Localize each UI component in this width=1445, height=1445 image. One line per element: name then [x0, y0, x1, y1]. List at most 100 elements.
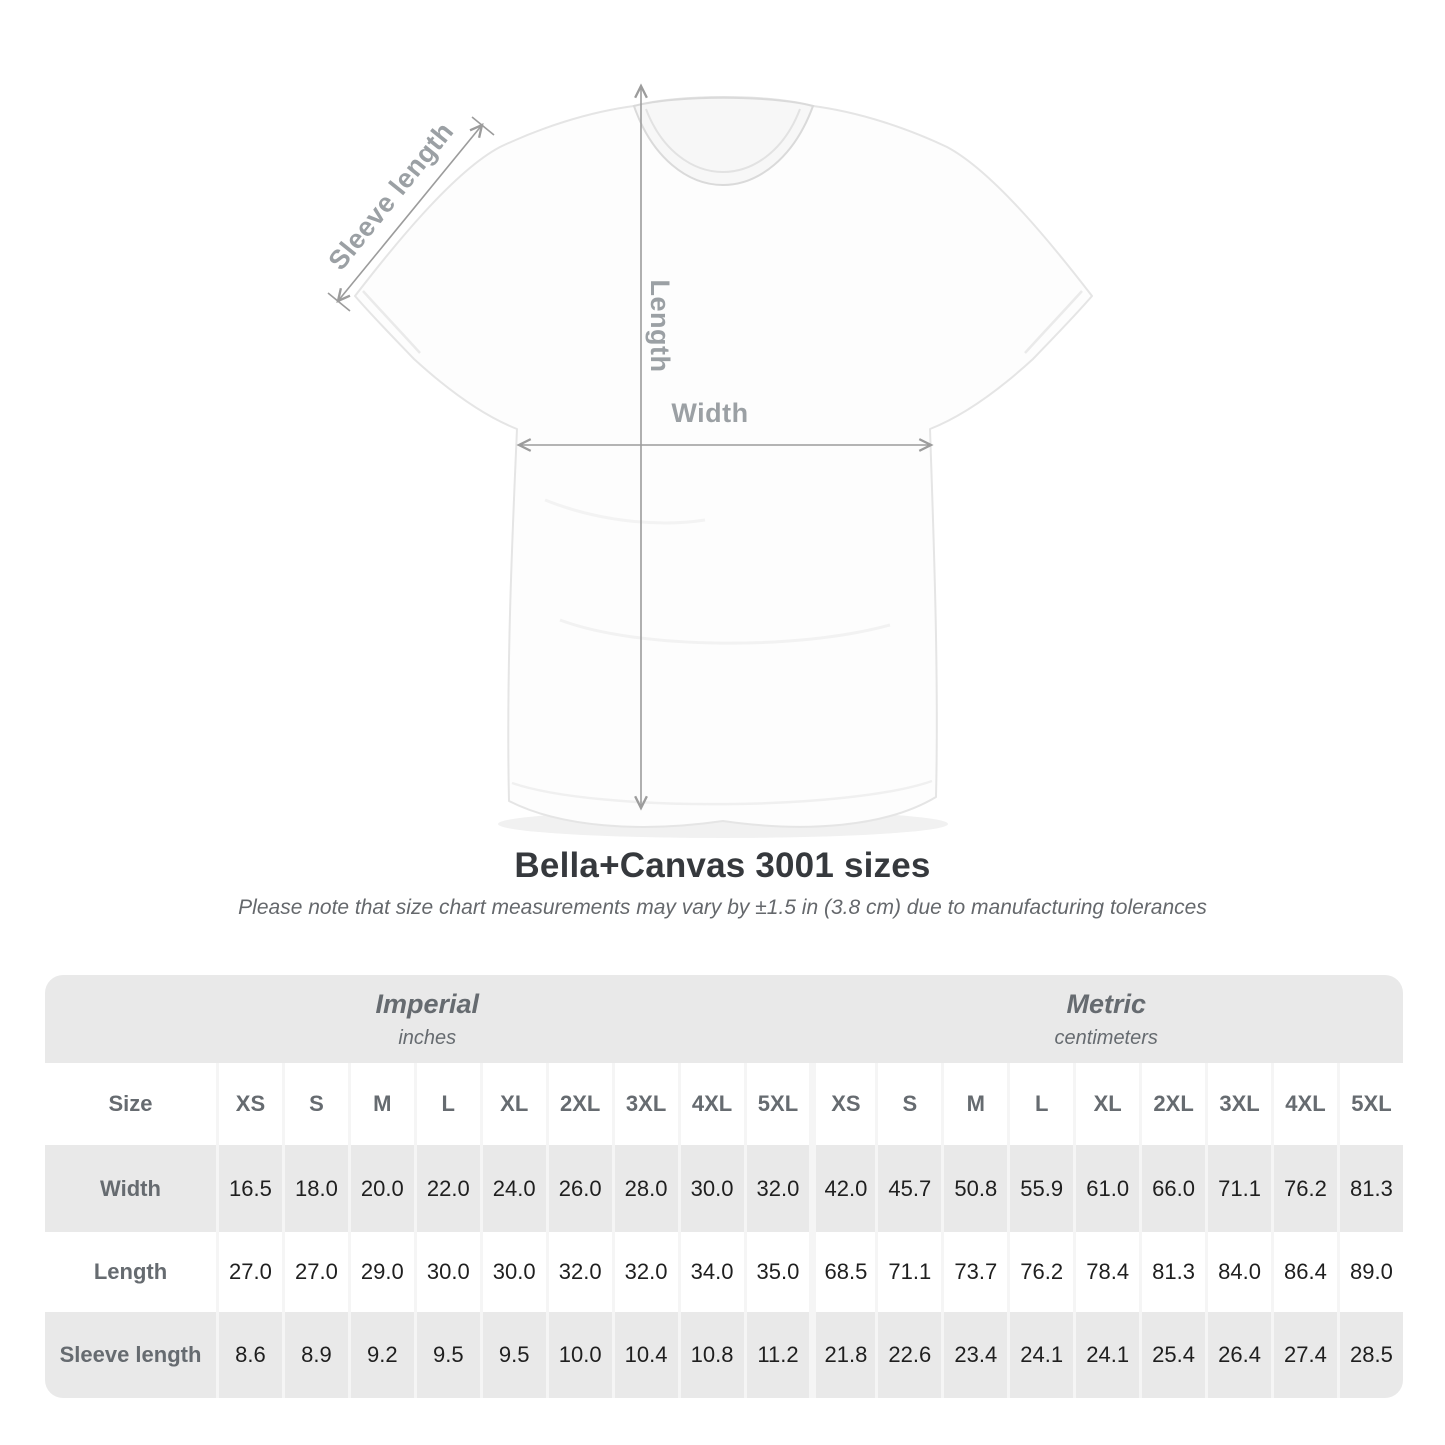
hem-stitch-line	[511, 779, 933, 806]
value-cell: 9.5	[413, 1312, 480, 1398]
value-cell: 16.5	[216, 1145, 282, 1232]
sleeve-length-row: Sleeve length 8.6 8.9 9.2 9.5 9.5 10.0 1…	[45, 1312, 1403, 1398]
metric-group-header: Metric centimeters	[809, 975, 1403, 1063]
value-cell: 26.0	[545, 1145, 612, 1232]
value-cell: 50.8	[941, 1145, 1008, 1232]
value-cell: 55.9	[1007, 1145, 1074, 1232]
size-cell: 2XL	[545, 1063, 612, 1145]
value-cell: 32.0	[611, 1232, 678, 1312]
value-cell: 29.0	[347, 1232, 414, 1312]
page-title: Bella+Canvas 3001 sizes	[514, 846, 931, 885]
size-cell: 3XL	[1205, 1063, 1271, 1145]
value-cell: 22.0	[413, 1145, 480, 1232]
value-cell: 30.0	[413, 1232, 480, 1312]
size-table: Imperial inches Metric centimeters Size …	[45, 975, 1403, 1398]
unit-group-row: Imperial inches Metric centimeters	[45, 975, 1403, 1063]
sleeve-length-arrow	[336, 122, 484, 304]
value-cell: 76.2	[1007, 1232, 1074, 1312]
size-cell: 5XL	[743, 1063, 810, 1145]
tolerance-note: Please note that size chart measurements…	[238, 896, 1207, 919]
value-cell: 30.0	[479, 1232, 546, 1312]
value-cell: 9.2	[347, 1312, 414, 1398]
value-cell: 20.0	[347, 1145, 414, 1232]
size-cell: 4XL	[677, 1063, 744, 1145]
value-cell: 76.2	[1271, 1145, 1337, 1232]
value-cell: 81.3	[1139, 1232, 1206, 1312]
value-cell: 23.4	[941, 1312, 1008, 1398]
value-cell: 8.6	[216, 1312, 282, 1398]
size-cell: XS	[216, 1063, 282, 1145]
length-row: Length 27.0 27.0 29.0 30.0 30.0 32.0 32.…	[45, 1232, 1403, 1312]
size-cell: 5XL	[1336, 1063, 1403, 1145]
size-header-row: Size XS S M L XL 2XL 3XL 4XL 5XL XS S M …	[45, 1063, 1403, 1145]
value-cell: 26.4	[1205, 1312, 1271, 1398]
neck-opening	[632, 96, 815, 187]
heading-block: Bella+Canvas 3001 sizes Please note that…	[0, 846, 1445, 920]
width-row: Width 16.5 18.0 20.0 22.0 24.0 26.0 28.0…	[45, 1145, 1403, 1232]
value-cell: 10.4	[611, 1312, 678, 1398]
width-label: Width	[671, 398, 748, 428]
value-cell: 24.1	[1007, 1312, 1074, 1398]
sleeve-arrow-tick	[327, 292, 351, 312]
size-cell: 4XL	[1271, 1063, 1337, 1145]
size-cell: XL	[479, 1063, 546, 1145]
value-cell: 10.8	[677, 1312, 744, 1398]
value-cell: 18.0	[281, 1145, 348, 1232]
value-cell: 81.3	[1336, 1145, 1403, 1232]
value-cell: 30.0	[677, 1145, 744, 1232]
value-cell: 71.1	[1205, 1145, 1271, 1232]
size-cell: 2XL	[1139, 1063, 1206, 1145]
wrinkle-line	[559, 618, 891, 645]
right-cuff-seam	[1024, 290, 1083, 354]
metric-label: Metric	[1066, 988, 1146, 1019]
value-cell: 45.7	[875, 1145, 942, 1232]
value-cell: 84.0	[1205, 1232, 1271, 1312]
value-cell: 27.4	[1271, 1312, 1337, 1398]
wrinkle-line	[544, 498, 706, 525]
value-cell: 27.0	[216, 1232, 282, 1312]
sleeve-arrow-tick	[471, 116, 495, 136]
size-table-container: Imperial inches Metric centimeters Size …	[45, 975, 1403, 1398]
value-cell: 27.0	[281, 1232, 348, 1312]
value-cell: 68.5	[809, 1232, 876, 1312]
value-cell: 66.0	[1139, 1145, 1206, 1232]
value-cell: 86.4	[1271, 1232, 1337, 1312]
value-cell: 28.5	[1336, 1312, 1403, 1398]
row-label: Width	[45, 1145, 216, 1232]
collar-seam	[645, 108, 801, 174]
value-cell: 61.0	[1073, 1145, 1140, 1232]
size-cell: L	[413, 1063, 480, 1145]
size-cell: L	[1007, 1063, 1074, 1145]
value-cell: 73.7	[941, 1232, 1008, 1312]
imperial-label: Imperial	[375, 988, 479, 1019]
size-cell: XL	[1073, 1063, 1140, 1145]
metric-unit: centimeters	[1054, 1026, 1158, 1049]
shirt-outline	[354, 96, 1093, 828]
size-row-label: Size	[45, 1063, 216, 1145]
value-cell: 32.0	[545, 1232, 612, 1312]
value-cell: 9.5	[479, 1312, 546, 1398]
size-cell: S	[281, 1063, 348, 1145]
size-cell: 3XL	[611, 1063, 678, 1145]
value-cell: 32.0	[743, 1145, 810, 1232]
value-cell: 21.8	[809, 1312, 876, 1398]
value-cell: 28.0	[611, 1145, 678, 1232]
size-cell: M	[347, 1063, 414, 1145]
value-cell: 35.0	[743, 1232, 810, 1312]
value-cell: 89.0	[1336, 1232, 1403, 1312]
value-cell: 78.4	[1073, 1232, 1140, 1312]
value-cell: 25.4	[1139, 1312, 1206, 1398]
row-label: Sleeve length	[45, 1312, 216, 1398]
value-cell: 11.2	[743, 1312, 810, 1398]
row-label: Length	[45, 1232, 216, 1312]
value-cell: 42.0	[809, 1145, 876, 1232]
size-cell: XS	[809, 1063, 876, 1145]
value-cell: 24.1	[1073, 1312, 1140, 1398]
length-label: Length	[645, 280, 675, 373]
value-cell: 34.0	[677, 1232, 744, 1312]
value-cell: 8.9	[281, 1312, 348, 1398]
size-cell: S	[875, 1063, 942, 1145]
imperial-unit: inches	[398, 1026, 457, 1049]
imperial-group-header: Imperial inches	[45, 975, 810, 1063]
value-cell: 10.0	[545, 1312, 612, 1398]
